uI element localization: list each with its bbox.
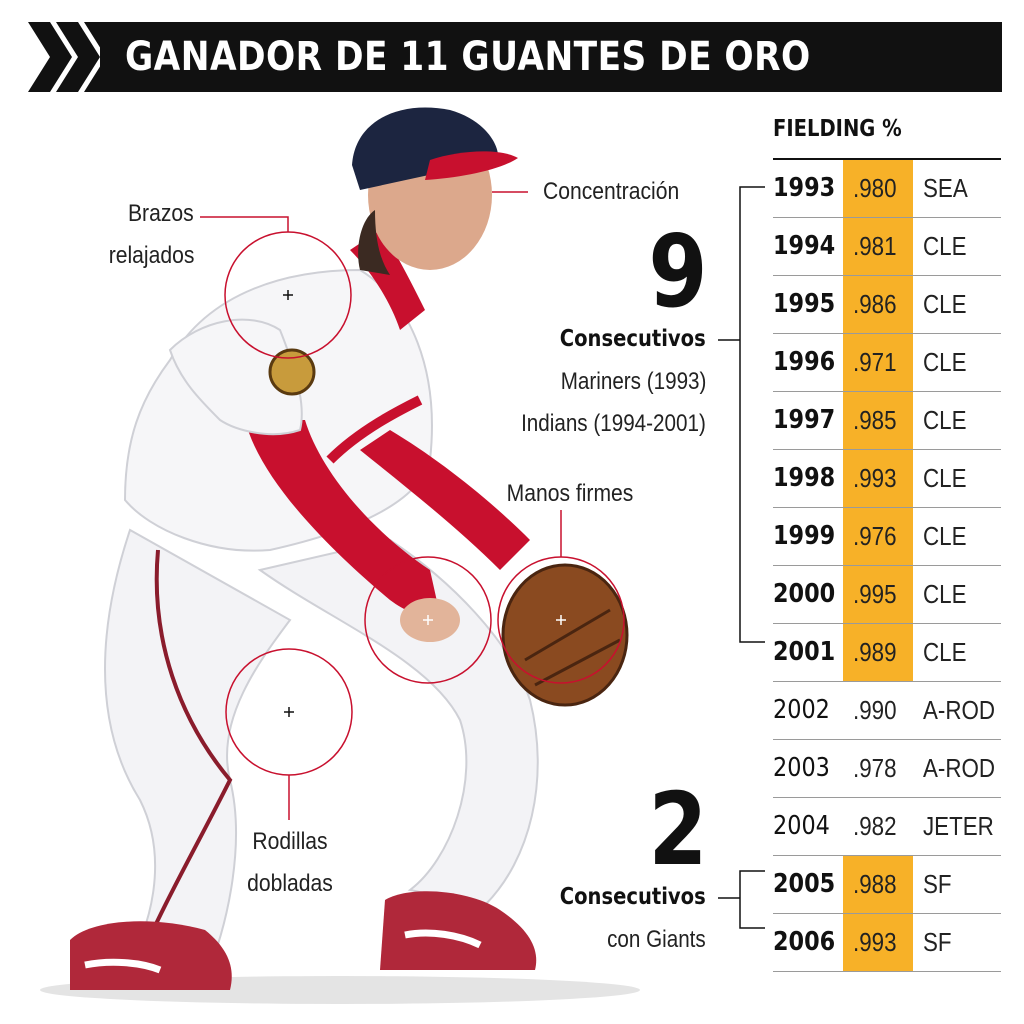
fielding-pct-cell: .995	[853, 579, 897, 609]
player-illustration	[40, 107, 640, 1004]
year-cell: 1996	[773, 347, 836, 377]
year-cell: 2001	[773, 637, 836, 667]
team-cell: SF	[923, 869, 952, 899]
fielding-table: 1993 .980 SEA 1994 .981 CLE 1995 .986 CLE 1996 .97…	[773, 158, 1001, 972]
fielding-pct-cell: .993	[853, 463, 897, 493]
table-row: 2006 .993 SF	[773, 913, 1001, 972]
header-bar	[100, 22, 1002, 92]
fielding-pct-cell: .990	[853, 695, 897, 725]
highlight-cell	[843, 450, 913, 507]
table-row: 2005 .988 SF	[773, 855, 1001, 913]
fielding-pct-cell: .976	[853, 521, 897, 551]
year-cell: 1993	[773, 173, 836, 203]
label-knees-1: Rodillas	[252, 828, 328, 855]
table-row: 2003 .978 A-ROD	[773, 739, 1001, 797]
streak-1-line-2: Indians (1994-2001)	[521, 410, 706, 437]
year-cell: 1998	[773, 463, 836, 493]
table-row: 1997 .985 CLE	[773, 391, 1001, 449]
fielding-pct-cell: .986	[853, 289, 897, 319]
table-row: 2001 .989 CLE	[773, 623, 1001, 681]
table-row: 2000 .995 CLE	[773, 565, 1001, 623]
highlight-cell	[843, 276, 913, 333]
page-title: GANADOR DE 11 GUANTES DE ORO	[125, 34, 811, 80]
team-cell: CLE	[923, 579, 967, 609]
team-cell: CLE	[923, 289, 967, 319]
highlight-cell	[843, 566, 913, 623]
table-row: 1995 .986 CLE	[773, 275, 1001, 333]
team-cell: CLE	[923, 637, 967, 667]
team-cell: CLE	[923, 521, 967, 551]
streak-2-number: 2	[648, 771, 708, 888]
table-row: 1996 .971 CLE	[773, 333, 1001, 391]
highlight-cell	[843, 914, 913, 971]
label-concentration: Concentración	[543, 178, 680, 205]
year-cell: 2000	[773, 579, 836, 609]
highlight-cell	[843, 508, 913, 565]
team-cell: CLE	[923, 463, 967, 493]
label-hands: Manos firmes	[506, 480, 634, 507]
year-cell: 2006	[773, 927, 836, 957]
team-cell: A-ROD	[923, 753, 996, 783]
team-cell: CLE	[923, 405, 967, 435]
highlight-cell	[843, 334, 913, 391]
team-cell: SEA	[923, 173, 968, 203]
team-cell: CLE	[923, 347, 967, 377]
fielding-pct-cell: .989	[853, 637, 897, 667]
table-row: 1999 .976 CLE	[773, 507, 1001, 565]
fielding-pct-cell: .988	[853, 869, 897, 899]
year-cell: 2005	[773, 869, 836, 899]
label-arms-2: relajados	[108, 242, 194, 269]
table-row: 1993 .980 SEA	[773, 158, 1001, 217]
streak-2-label: Consecutivos	[560, 884, 706, 910]
label-arms-1: Brazos	[128, 200, 194, 227]
year-cell: 2004	[773, 811, 830, 841]
year-cell: 1999	[773, 521, 836, 551]
year-cell: 1994	[773, 231, 836, 261]
team-cell: JETER	[923, 811, 994, 841]
highlight-cell	[843, 160, 913, 217]
year-cell: 2002	[773, 695, 830, 725]
fielding-pct-cell: .982	[853, 811, 897, 841]
team-cell: CLE	[923, 231, 967, 261]
table-row: 2002 .990 A-ROD	[773, 681, 1001, 739]
highlight-cell	[843, 392, 913, 449]
table-title: FIELDING %	[773, 116, 902, 142]
fielding-pct-cell: .993	[853, 927, 897, 957]
year-cell: 2003	[773, 753, 830, 783]
year-cell: 1995	[773, 289, 836, 319]
team-cell: SF	[923, 927, 952, 957]
streak-2-line-1: con Giants	[607, 926, 706, 953]
fielding-pct-cell: .978	[853, 753, 897, 783]
fielding-pct-cell: .971	[853, 347, 897, 377]
fielding-pct-cell: .980	[853, 173, 897, 203]
table-row: 1998 .993 CLE	[773, 449, 1001, 507]
fielding-pct-cell: .981	[853, 231, 897, 261]
highlight-cell	[843, 218, 913, 275]
highlight-cell	[843, 624, 913, 681]
fielding-pct-cell: .985	[853, 405, 897, 435]
streak-1-number: 9	[648, 213, 708, 330]
team-cell: A-ROD	[923, 695, 996, 725]
highlight-cell	[843, 856, 913, 913]
table-row: 2004 .982 JETER	[773, 797, 1001, 855]
label-knees-2: dobladas	[247, 870, 333, 897]
streak-1-line-1: Mariners (1993)	[560, 368, 706, 395]
streak-1-label: Consecutivos	[560, 326, 706, 352]
table-row: 1994 .981 CLE	[773, 217, 1001, 275]
year-cell: 1997	[773, 405, 836, 435]
